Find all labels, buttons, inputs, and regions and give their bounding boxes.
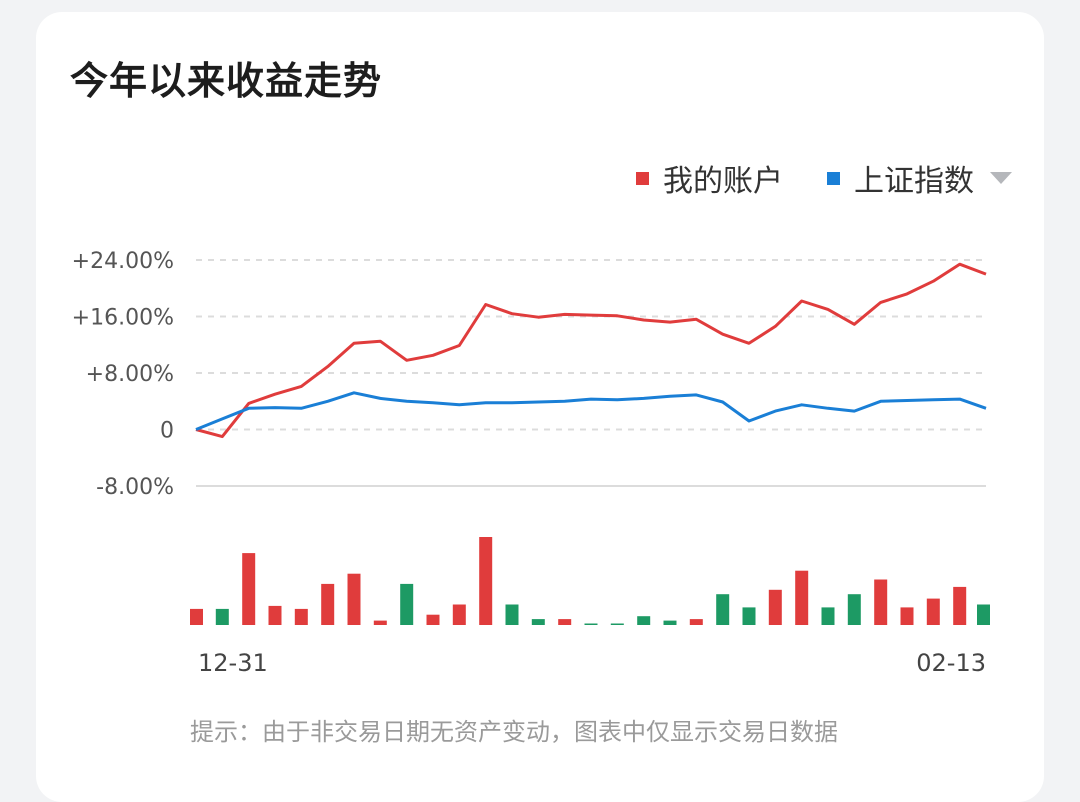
daily-bar bbox=[347, 573, 361, 625]
chart-title: 今年以来收益走势 bbox=[70, 59, 383, 103]
daily-bar bbox=[242, 553, 256, 625]
daily-bar bbox=[479, 537, 493, 625]
daily-bar bbox=[373, 620, 387, 625]
daily-bar bbox=[584, 623, 598, 625]
daily-bar bbox=[874, 579, 888, 625]
daily-bar bbox=[294, 608, 308, 625]
daily-bar bbox=[847, 594, 861, 625]
daily-bar bbox=[953, 586, 967, 625]
y-tick-label: +8.00% bbox=[86, 362, 174, 387]
legend[interactable]: 我的账户 上证指数 bbox=[592, 156, 1012, 200]
series-line-index bbox=[195, 391, 987, 431]
legend-item-index[interactable]: 上证指数 bbox=[827, 156, 1012, 200]
daily-bar bbox=[768, 589, 782, 625]
daily-bar bbox=[215, 608, 229, 625]
daily-bar bbox=[426, 614, 440, 625]
legend-label-account: 我的账户 bbox=[663, 164, 783, 199]
x-tick-label-start: 12-31 bbox=[198, 649, 268, 677]
daily-bar bbox=[268, 605, 282, 625]
daily-bar bbox=[795, 570, 809, 625]
daily-bar bbox=[977, 604, 990, 625]
chart-card bbox=[36, 12, 1044, 802]
legend-swatch-index bbox=[827, 171, 840, 185]
daily-bar bbox=[637, 616, 651, 625]
daily-bar bbox=[689, 619, 703, 625]
series-line-account bbox=[195, 262, 987, 439]
daily-bar bbox=[190, 608, 203, 625]
x-tick-label-end: 02-13 bbox=[916, 649, 986, 677]
daily-bar bbox=[531, 619, 545, 625]
daily-bar bbox=[400, 583, 414, 625]
y-tick-label: 0 bbox=[160, 419, 174, 444]
chart-area: +24.00% +16.00% +8.00% 0 -8.00% 12-31 02-13 bbox=[72, 249, 990, 677]
legend-item-account[interactable]: 我的账户 bbox=[636, 156, 783, 200]
daily-bar bbox=[742, 607, 756, 625]
daily-bar bbox=[610, 623, 624, 625]
y-tick-label: +24.00% bbox=[72, 249, 174, 274]
footnote: 提示：由于非交易日期无资产变动，图表中仅显示交易日数据 bbox=[190, 718, 838, 746]
triangle-down-icon[interactable] bbox=[990, 172, 1012, 184]
daily-bar bbox=[716, 594, 730, 625]
daily-bar bbox=[900, 607, 914, 625]
daily-bar bbox=[821, 607, 835, 625]
daily-bar bbox=[321, 583, 335, 625]
daily-bar bbox=[452, 604, 466, 625]
legend-label-index[interactable]: 上证指数 bbox=[854, 164, 974, 199]
daily-bar bbox=[926, 598, 940, 625]
legend-swatch-account bbox=[636, 171, 649, 185]
y-tick-label: +16.00% bbox=[72, 306, 174, 331]
daily-bar bbox=[558, 619, 572, 625]
daily-bar bbox=[505, 604, 519, 625]
daily-bar bbox=[663, 620, 677, 625]
y-tick-label: -8.00% bbox=[96, 475, 174, 500]
